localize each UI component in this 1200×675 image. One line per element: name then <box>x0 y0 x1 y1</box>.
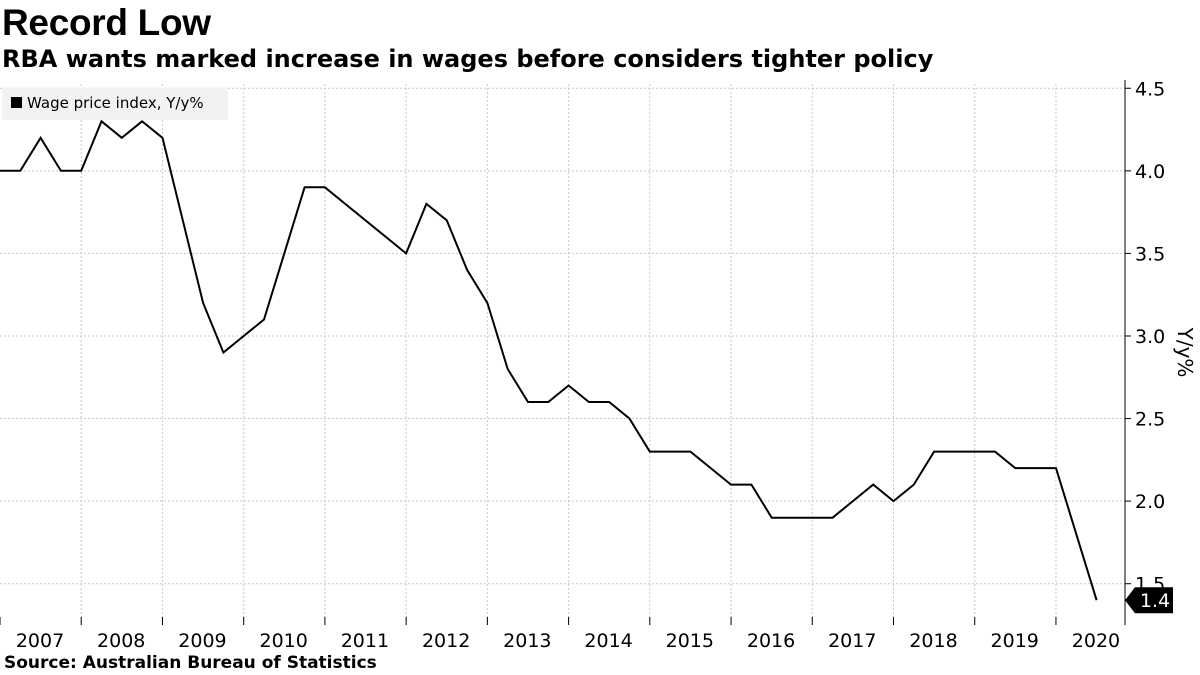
y-tick-label: 4.5 <box>1135 78 1165 100</box>
legend-label: Wage price index, Y/y% <box>27 94 204 112</box>
x-tick-label: 2011 <box>341 630 389 652</box>
x-tick-label: 2019 <box>991 630 1039 652</box>
last-value-label: 1.4 <box>1140 590 1170 612</box>
last-value-marker: 1.4 <box>1125 587 1173 614</box>
chart-subtitle: RBA wants marked increase in wages befor… <box>2 45 934 73</box>
x-tick-label: 2018 <box>909 630 957 652</box>
source-note: Source: Australian Bureau of Statistics <box>4 653 377 673</box>
x-tick-label: 2020 <box>1072 630 1120 652</box>
legend: Wage price index, Y/y% <box>2 88 228 120</box>
y-tick-label: 3.0 <box>1135 326 1165 348</box>
series-layer <box>0 119 1098 601</box>
x-tick-label: 2017 <box>828 630 876 652</box>
series-line <box>0 119 1098 601</box>
legend-box <box>2 88 228 120</box>
x-tick-label: 2014 <box>584 630 632 652</box>
x-tick-label: 2016 <box>747 630 795 652</box>
y-tick-label: 2.0 <box>1135 491 1165 513</box>
x-tick-label: 2009 <box>178 630 226 652</box>
x-tick-label: 2008 <box>97 630 145 652</box>
x-tick-label: 2015 <box>666 630 714 652</box>
y-axis: 1.52.02.53.03.54.04.5Y/y% <box>1124 78 1197 625</box>
y-tick-label: 4.0 <box>1135 161 1165 183</box>
chart-title: Record Low <box>2 2 211 43</box>
y-axis-label: Y/y% <box>1173 327 1197 378</box>
x-axis: 2007 2008 2009 2010 2011 2012 2013 2014 2015 2016… <box>0 617 1120 652</box>
x-tick-label: 2010 <box>260 630 308 652</box>
x-tick-label: 2012 <box>422 630 470 652</box>
y-tick-label: 3.5 <box>1135 243 1165 265</box>
legend-swatch <box>11 97 22 108</box>
x-tick-label: 2007 <box>16 630 64 652</box>
gridlines <box>0 84 1125 625</box>
y-tick-label: 2.5 <box>1135 409 1165 431</box>
x-tick-label: 2013 <box>503 630 551 652</box>
last-value-flag <box>1125 587 1173 614</box>
